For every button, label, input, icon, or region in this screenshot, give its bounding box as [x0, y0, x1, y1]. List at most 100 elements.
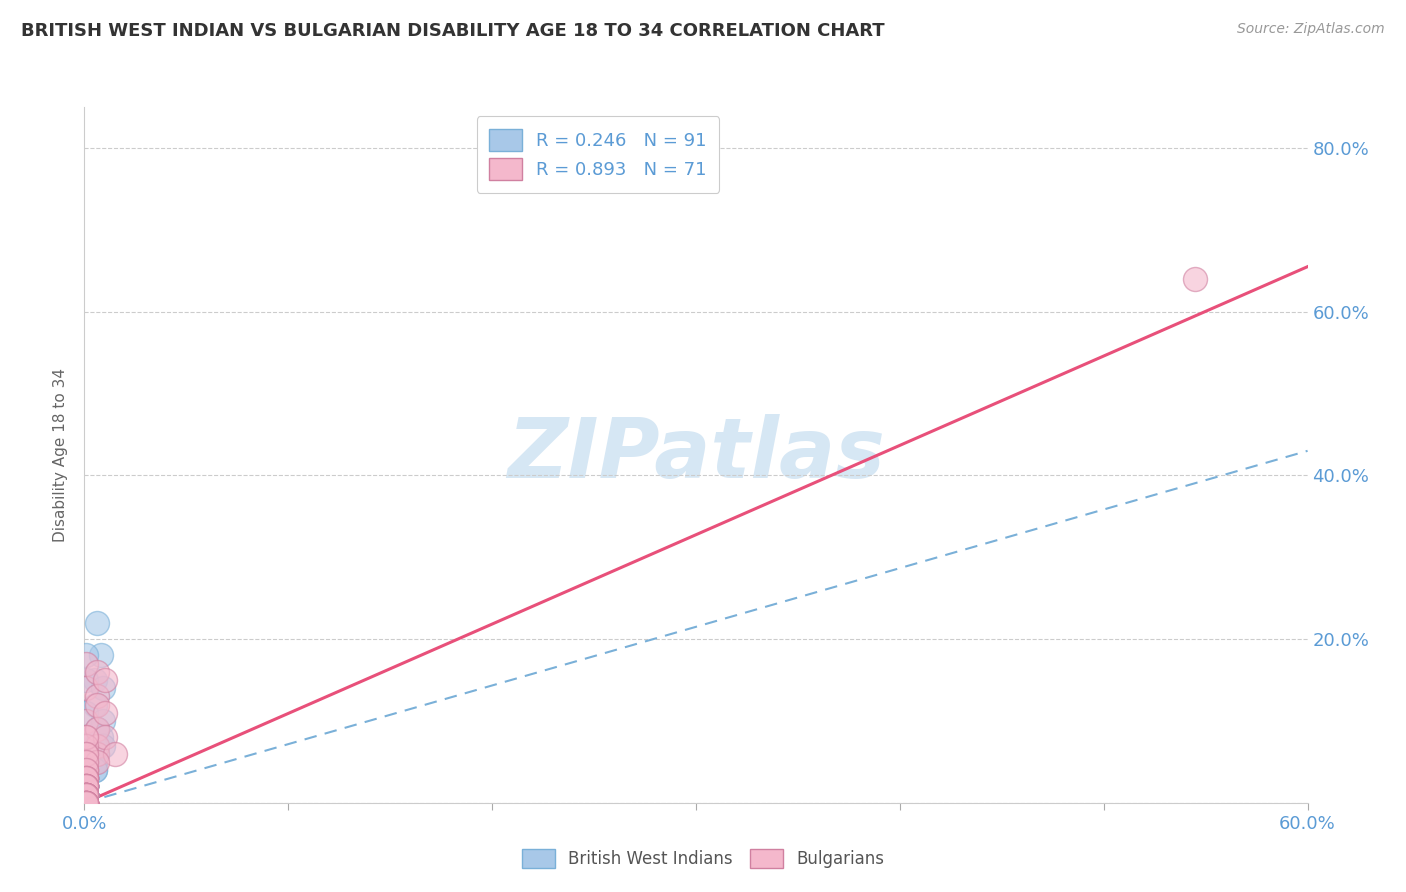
Point: [83, 698, 105, 712]
Text: Source: ZipAtlas.com: Source: ZipAtlas.com: [1237, 22, 1385, 37]
Point: [75, 755, 97, 769]
Point: [75, 771, 97, 785]
Point: [75, 788, 97, 802]
Point: [75, 739, 97, 753]
Point: [75, 788, 97, 802]
Point: [91, 714, 114, 728]
Point: [73, 796, 96, 810]
Point: [75, 657, 97, 671]
Point: [75, 796, 97, 810]
Point: [75, 771, 97, 785]
Point: [75, 780, 97, 794]
Point: [75, 780, 97, 794]
Point: [73, 796, 96, 810]
Point: [75, 780, 97, 794]
Point: [75, 780, 97, 794]
Point: [75, 714, 97, 728]
Point: [75, 788, 97, 802]
Point: [75, 788, 97, 802]
Point: [75, 706, 97, 720]
Point: [75, 780, 97, 794]
Point: [75, 788, 97, 802]
Legend: British West Indians, Bulgarians: British West Indians, Bulgarians: [515, 843, 891, 875]
Point: [75, 771, 97, 785]
Point: [75, 788, 97, 802]
Point: [83, 673, 105, 687]
Point: [75, 755, 97, 769]
Point: [75, 788, 97, 802]
Point: [75, 788, 97, 802]
Point: [75, 796, 97, 810]
Point: [75, 788, 97, 802]
Point: [75, 788, 97, 802]
Point: [83, 763, 105, 777]
Point: [83, 755, 105, 769]
Point: [75, 780, 97, 794]
Point: [75, 731, 97, 745]
Point: [75, 731, 97, 745]
Point: [75, 771, 97, 785]
Point: [75, 681, 97, 696]
Point: [86, 665, 108, 679]
Point: [75, 788, 97, 802]
Point: [75, 788, 97, 802]
Point: [90, 648, 112, 663]
Point: [73, 796, 96, 810]
Point: [75, 788, 97, 802]
Point: [75, 780, 97, 794]
Point: [75, 788, 97, 802]
Point: [75, 788, 97, 802]
Point: [86, 690, 108, 704]
Point: [104, 747, 127, 761]
Point: [75, 788, 97, 802]
Point: [75, 788, 97, 802]
Point: [75, 788, 97, 802]
Point: [83, 747, 105, 761]
Point: [86, 747, 108, 761]
Point: [75, 780, 97, 794]
Point: [75, 788, 97, 802]
Point: [75, 771, 97, 785]
Point: [75, 780, 97, 794]
Point: [75, 771, 97, 785]
Point: [75, 796, 97, 810]
Point: [75, 780, 97, 794]
Point: [75, 780, 97, 794]
Point: [75, 796, 97, 810]
Point: [75, 763, 97, 777]
Point: [75, 796, 97, 810]
Point: [75, 771, 97, 785]
Point: [75, 648, 97, 663]
Point: [75, 755, 97, 769]
Point: [75, 763, 97, 777]
Point: [75, 788, 97, 802]
Point: [86, 722, 108, 736]
Point: [83, 739, 105, 753]
Point: [73, 796, 96, 810]
Point: [75, 771, 97, 785]
Point: [75, 788, 97, 802]
Point: [93, 731, 117, 745]
Point: [75, 771, 97, 785]
Point: [75, 755, 97, 769]
Point: [75, 755, 97, 769]
Point: [75, 796, 97, 810]
Point: [75, 780, 97, 794]
Point: [75, 788, 97, 802]
Point: [75, 780, 97, 794]
Point: [83, 747, 105, 761]
Point: [75, 747, 97, 761]
Point: [86, 747, 108, 761]
Point: [75, 771, 97, 785]
Point: [75, 788, 97, 802]
Point: [75, 780, 97, 794]
Point: [75, 788, 97, 802]
Point: [75, 796, 97, 810]
Point: [73, 796, 96, 810]
Legend: R = 0.246   N = 91, R = 0.893   N = 71: R = 0.246 N = 91, R = 0.893 N = 71: [477, 116, 720, 193]
Point: [75, 755, 97, 769]
Point: [75, 788, 97, 802]
Point: [83, 763, 105, 777]
Point: [75, 796, 97, 810]
Point: [75, 763, 97, 777]
